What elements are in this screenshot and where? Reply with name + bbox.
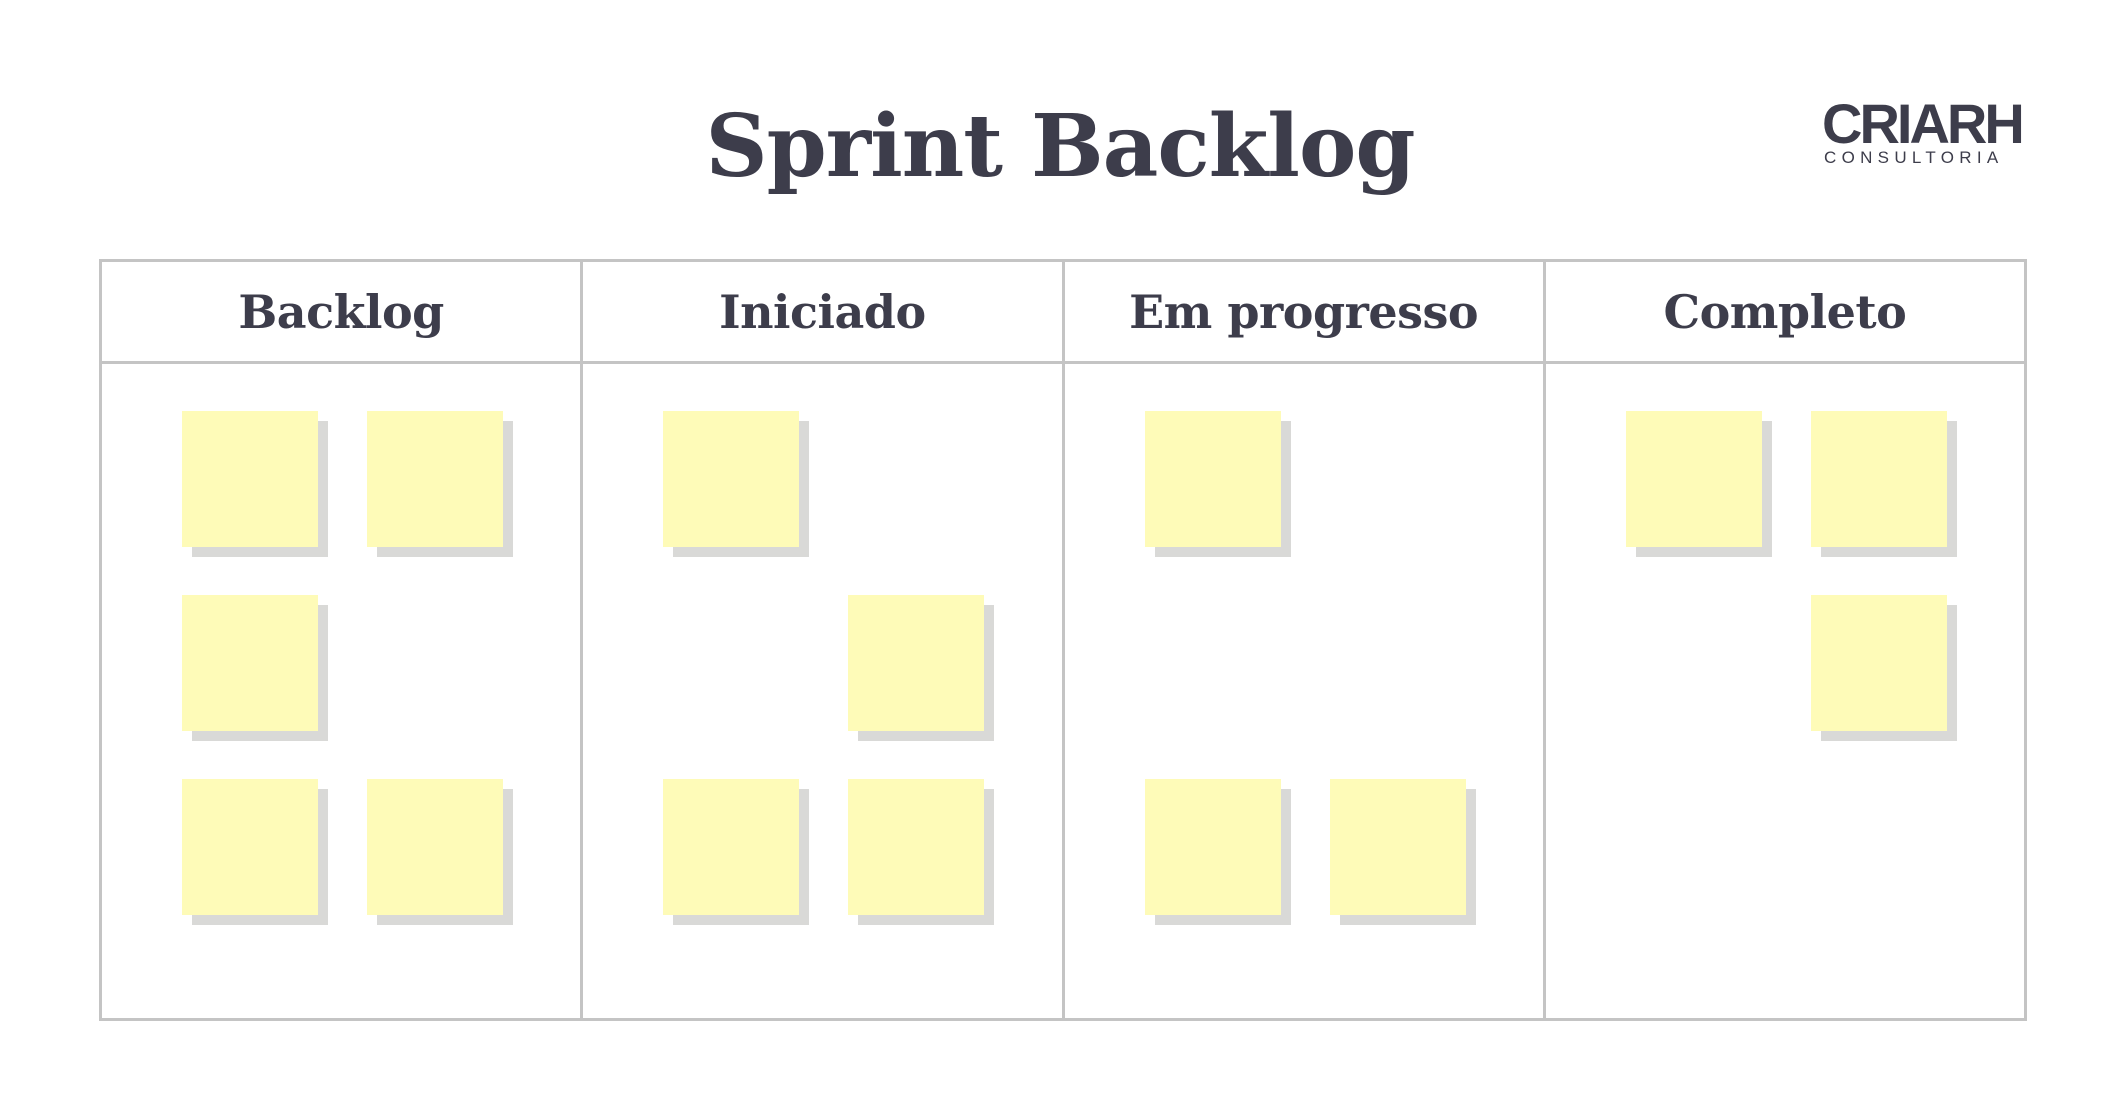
sticky-note[interactable]: [367, 779, 503, 915]
sticky-note[interactable]: [848, 595, 985, 731]
sticky-note[interactable]: [663, 411, 800, 547]
sticky-note[interactable]: [663, 779, 800, 915]
column-header-iniciado: Iniciado: [583, 262, 1062, 364]
column-header-backlog: Backlog: [102, 262, 581, 364]
column-header-completo: Completo: [1545, 262, 2024, 364]
sticky-note[interactable]: [182, 595, 318, 731]
sticky-note[interactable]: [1144, 779, 1281, 915]
sticky-note[interactable]: [182, 779, 318, 915]
sticky-note[interactable]: [848, 779, 985, 915]
column-header-em-progresso: Em progresso: [1064, 262, 1543, 364]
sticky-note[interactable]: [1810, 411, 1947, 547]
sticky-note[interactable]: [1810, 595, 1947, 731]
sticky-note[interactable]: [1144, 411, 1281, 547]
sticky-note[interactable]: [367, 411, 503, 547]
logo-wordmark: CRIARH: [1822, 92, 2025, 155]
logo-tagline: CONSULTORIA: [1824, 148, 2004, 167]
column-iniciado: Iniciado: [583, 262, 1065, 1018]
column-completo: Completo: [1545, 262, 2024, 1018]
sticky-note[interactable]: [1329, 779, 1466, 915]
kanban-board: Backlog Iniciado Em progresso Completo: [99, 259, 2027, 1021]
column-em-progresso: Em progresso: [1064, 262, 1546, 1018]
page-title: Sprint Backlog: [705, 96, 1416, 197]
column-backlog: Backlog: [102, 262, 584, 1018]
sticky-note[interactable]: [182, 411, 318, 547]
criarh-logo: CRIARH CONSULTORIA: [1822, 96, 2032, 168]
sticky-note[interactable]: [1625, 411, 1762, 547]
